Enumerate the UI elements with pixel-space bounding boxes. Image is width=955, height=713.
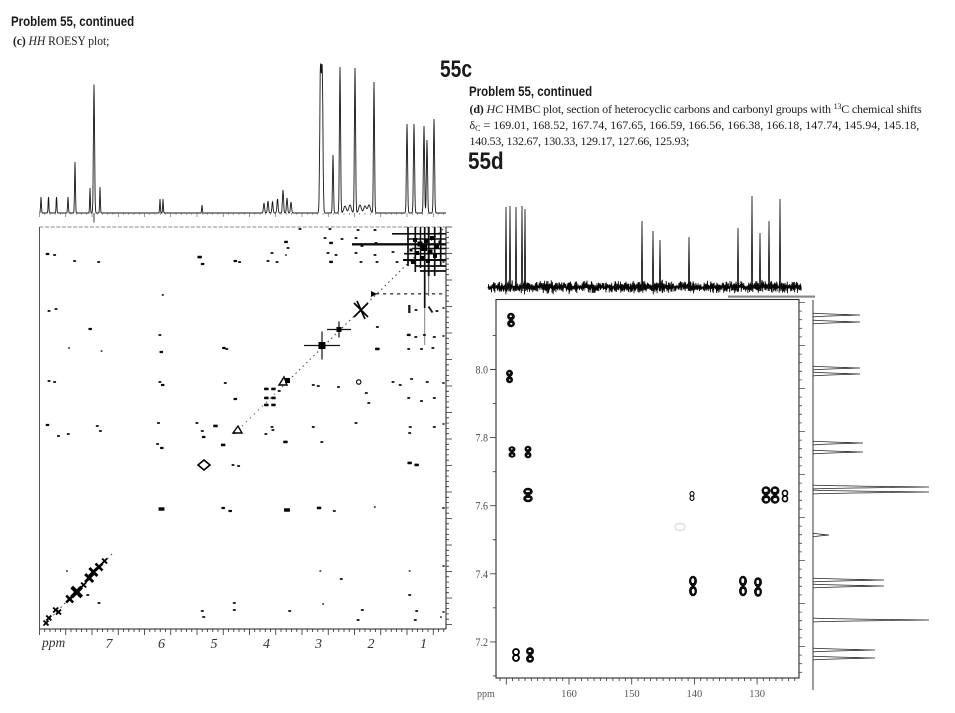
svg-text:7.6: 7.6 — [476, 501, 489, 513]
svg-text:160: 160 — [561, 689, 577, 700]
svg-text:1: 1 — [420, 637, 427, 652]
svg-text:5: 5 — [211, 637, 218, 652]
svg-text:150: 150 — [624, 689, 640, 700]
svg-text:7.8: 7.8 — [476, 433, 489, 445]
svg-text:7: 7 — [106, 637, 114, 652]
svg-text:130: 130 — [749, 689, 765, 700]
svg-text:6: 6 — [158, 637, 165, 652]
svg-text:7.2: 7.2 — [476, 637, 489, 649]
svg-text:7.4: 7.4 — [476, 569, 489, 581]
svg-text:ppm: ppm — [41, 635, 66, 650]
svg-text:4: 4 — [263, 637, 270, 652]
svg-text:140: 140 — [687, 689, 703, 700]
svg-text:3: 3 — [314, 637, 322, 652]
svg-text:2: 2 — [368, 637, 375, 652]
svg-text:8.0: 8.0 — [476, 365, 489, 377]
svg-text:ppm: ppm — [477, 689, 495, 700]
